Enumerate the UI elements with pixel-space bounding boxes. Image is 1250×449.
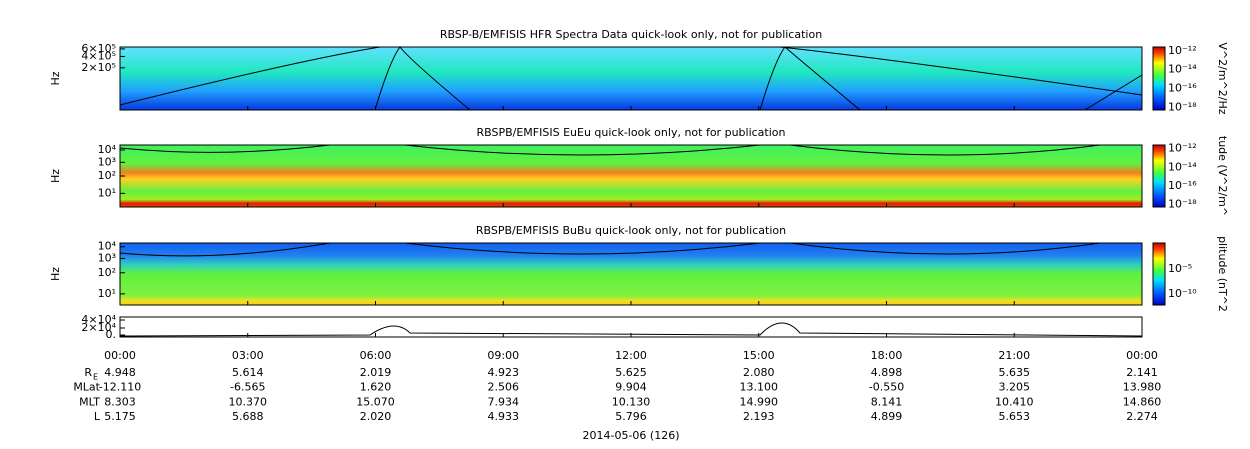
x-tick-label: 15:00 <box>743 349 775 362</box>
x-tick-label: 00:00 <box>104 349 136 362</box>
x-tick-label: 09:00 <box>487 349 519 362</box>
y-tick-label: 10⁴ <box>98 143 117 156</box>
x-tick-label: 18:00 <box>871 349 903 362</box>
colorbar-tick-label: 10⁻⁵ <box>1168 262 1192 275</box>
cell: 2.506 <box>488 381 520 394</box>
curve <box>119 46 1143 106</box>
cell: 5.796 <box>615 410 647 423</box>
y-tick-label: 10¹ <box>98 186 116 199</box>
colorbar-tick-label: 10⁻¹⁶ <box>1168 82 1197 95</box>
cell: 4.898 <box>871 366 903 379</box>
row-label: L <box>94 410 101 423</box>
cell: 4.899 <box>871 410 903 423</box>
cell: 2.274 <box>1126 410 1158 423</box>
panel-title: RBSP-B/EMFISIS HFR Spectra Data quick-lo… <box>440 28 822 41</box>
cell: 5.653 <box>999 410 1031 423</box>
curve <box>119 322 1143 337</box>
cell: 2.020 <box>360 410 392 423</box>
colorbar-tick-label: 10⁻¹⁸ <box>1168 100 1197 113</box>
cell: 2.193 <box>743 410 775 423</box>
colorbar-frame <box>1152 46 1166 111</box>
y-tick-label: 10² <box>98 266 116 279</box>
y-tick-label: 10¹ <box>98 287 116 300</box>
cell: 7.934 <box>488 395 520 408</box>
curve <box>119 242 1101 257</box>
cell: 5.688 <box>232 410 264 423</box>
y-label: Hz <box>49 169 62 183</box>
cell: -12.110 <box>99 381 141 394</box>
colorbar-tick-label: 10⁻¹⁰ <box>1168 287 1197 300</box>
colorbar-frame <box>1152 242 1166 306</box>
cell: 10.370 <box>229 395 268 408</box>
y-label: Hz <box>49 267 62 281</box>
spectrogram <box>120 145 1142 207</box>
x-tick-label: 21:00 <box>998 349 1030 362</box>
curve <box>119 144 1101 156</box>
colorbar-label: plitude (nT^2 <box>1216 236 1229 312</box>
cell: 10.130 <box>612 395 651 408</box>
x-tick-label: 06:00 <box>360 349 392 362</box>
cell: 13.100 <box>740 381 779 394</box>
cell: 15.070 <box>356 395 395 408</box>
y-tick-label: 6×10⁵ <box>81 42 116 55</box>
colorbar-tick-label: 10⁻¹² <box>1168 142 1197 155</box>
spectrogram <box>120 47 1142 110</box>
cell: 5.175 <box>104 410 136 423</box>
cell: 3.205 <box>999 381 1031 394</box>
y-tick-label: 10⁴ <box>98 240 117 253</box>
y-tick-label: 4×10⁵ <box>81 49 116 62</box>
colorbar-tick-label: 10⁻¹² <box>1168 44 1197 57</box>
cell: 4.948 <box>104 366 136 379</box>
cell: -0.550 <box>869 381 904 394</box>
cell: 2.080 <box>743 366 775 379</box>
row-label-sub: E <box>93 373 98 382</box>
cell: 10.410 <box>995 395 1034 408</box>
y-tick-label: 2×10⁵ <box>81 61 116 74</box>
row-label: MLT <box>79 395 100 408</box>
panel-title: RBSPB/EMFISIS EuEu quick-look only, not … <box>476 126 785 139</box>
cell: -6.565 <box>230 381 265 394</box>
cell: 9.904 <box>615 381 647 394</box>
y-tick-label: 10³ <box>98 252 116 265</box>
colorbar-tick-label: 10⁻¹⁸ <box>1168 198 1197 211</box>
date-label: 2014-05-06 (126) <box>582 429 679 442</box>
colorbar <box>1153 243 1165 305</box>
y-tick-label: 10² <box>98 169 116 182</box>
x-tick-label: 00:00 <box>1126 349 1158 362</box>
spectrograms <box>119 46 1165 337</box>
colorbar <box>1153 47 1165 110</box>
cell: 5.625 <box>615 366 647 379</box>
y-tick-label: 10³ <box>98 155 116 168</box>
colorbar-label: tude (V^2/m^ <box>1216 136 1229 216</box>
colorbar-tick-label: 10⁻¹⁴ <box>1168 63 1197 76</box>
colorbar-label: V^2/m^2/Hz <box>1216 42 1229 114</box>
colorbar-tick-label: 10⁻¹⁶ <box>1168 179 1197 192</box>
y-label: Hz <box>49 71 62 85</box>
x-tick-label: 12:00 <box>615 349 647 362</box>
cell: 5.614 <box>232 366 264 379</box>
row-label: R <box>84 366 92 379</box>
x-tick-label: 03:00 <box>232 349 264 362</box>
cell: 13.980 <box>1123 381 1162 394</box>
cell: 14.860 <box>1123 395 1162 408</box>
spectrogram <box>120 243 1142 305</box>
panel-title: RBSPB/EMFISIS BuBu quick-look only, not … <box>476 224 786 237</box>
cell: 5.635 <box>999 366 1031 379</box>
colorbar <box>1153 145 1165 207</box>
cell: 2.141 <box>1126 366 1158 379</box>
y-tick-label: 4×10⁴ <box>81 313 116 326</box>
row-label: MLat <box>73 381 100 394</box>
colorbar-tick-label: 10⁻¹⁴ <box>1168 160 1197 173</box>
cell: 14.990 <box>740 395 779 408</box>
cell: 2.019 <box>360 366 392 379</box>
cell: 8.303 <box>104 395 136 408</box>
cell: 1.620 <box>360 381 392 394</box>
cell: 8.141 <box>871 395 903 408</box>
y-tick-label: 0. <box>106 328 117 341</box>
cell: 4.933 <box>488 410 520 423</box>
y-tick-label: 2×10⁴ <box>81 321 116 334</box>
colorbar-frame <box>1152 144 1166 208</box>
cell: 4.923 <box>488 366 520 379</box>
